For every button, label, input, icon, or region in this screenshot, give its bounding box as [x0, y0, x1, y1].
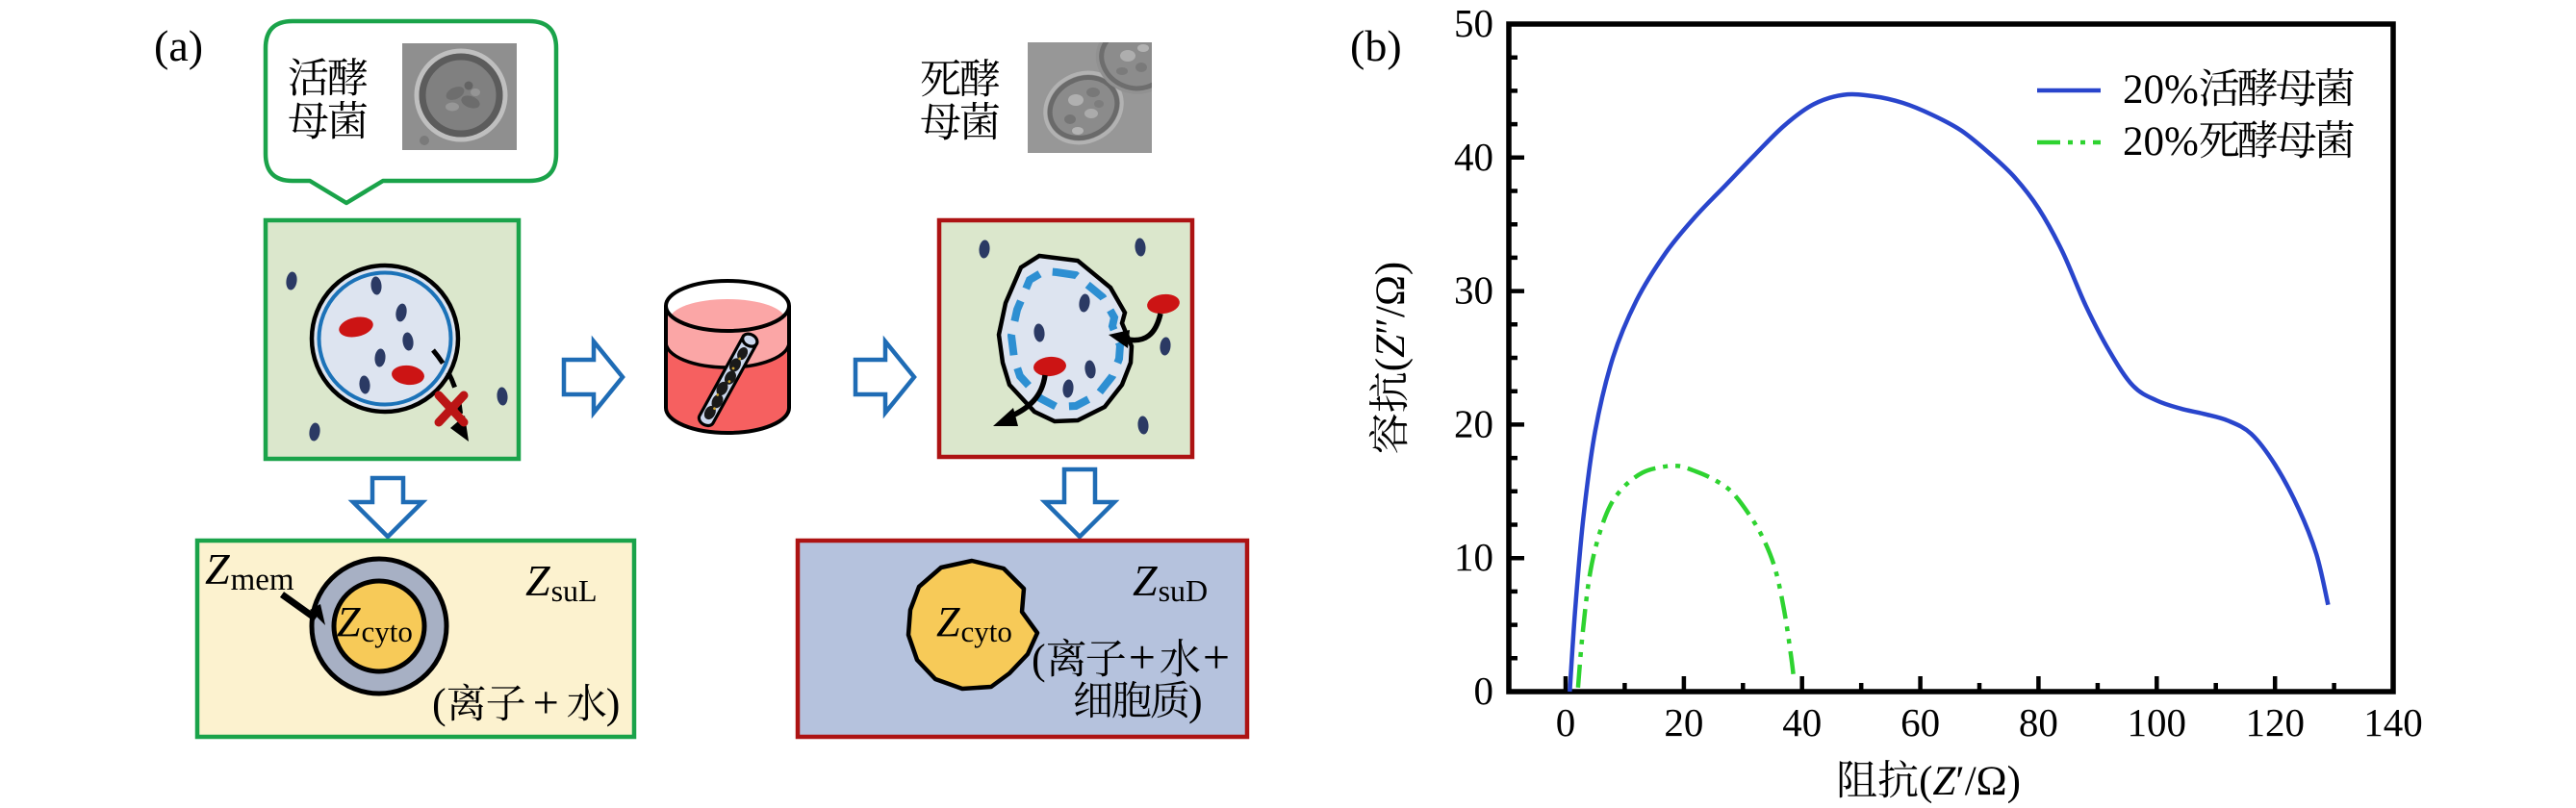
svg-text:″/Ω): ″/Ω) — [1368, 262, 1414, 335]
svg-text:40: 40 — [1782, 700, 1822, 745]
svg-text:cyto: cyto — [362, 615, 413, 648]
svg-text:Z: Z — [1932, 759, 1956, 803]
svg-text:20%: 20% — [2123, 67, 2199, 113]
svg-text:(a): (a) — [154, 21, 203, 70]
svg-text:(: ( — [432, 680, 446, 727]
svg-text:60: 60 — [1900, 700, 1940, 745]
svg-text:+: + — [533, 677, 559, 728]
svg-text:50: 50 — [1454, 1, 1493, 45]
svg-text:′/Ω): ′/Ω) — [1955, 759, 2021, 803]
svg-text:suL: suL — [551, 573, 598, 608]
svg-text:(: ( — [1919, 759, 1932, 803]
svg-text:20%: 20% — [2123, 119, 2199, 164]
svg-text:suD: suD — [1159, 573, 1209, 608]
svg-text:100: 100 — [2128, 700, 2187, 745]
svg-text:20: 20 — [1454, 401, 1493, 445]
svg-text:(: ( — [1032, 636, 1046, 683]
svg-text:Z: Z — [1133, 556, 1158, 605]
svg-text:): ) — [606, 680, 621, 727]
svg-text:(b): (b) — [1350, 21, 1402, 70]
svg-text:mem: mem — [231, 563, 294, 597]
svg-text:+: + — [1129, 630, 1156, 684]
svg-text:Z: Z — [525, 556, 550, 605]
svg-text:(: ( — [1368, 358, 1414, 371]
svg-text:140: 140 — [2363, 700, 2423, 745]
svg-text:30: 30 — [1454, 268, 1493, 313]
svg-text:120: 120 — [2245, 700, 2305, 745]
svg-text:Z: Z — [205, 544, 230, 593]
svg-text:40: 40 — [1454, 135, 1493, 179]
svg-text:0: 0 — [1474, 669, 1494, 713]
svg-text:10: 10 — [1454, 535, 1493, 579]
svg-text:20: 20 — [1664, 700, 1703, 745]
svg-text:Z: Z — [337, 598, 361, 645]
svg-text:cyto: cyto — [961, 615, 1012, 648]
svg-text:0: 0 — [1556, 700, 1576, 745]
svg-text:Z: Z — [1368, 334, 1414, 358]
svg-text:Z: Z — [936, 598, 960, 645]
svg-text:80: 80 — [2019, 700, 2058, 745]
svg-text:): ) — [1188, 677, 1203, 724]
svg-text:+: + — [1203, 630, 1230, 684]
